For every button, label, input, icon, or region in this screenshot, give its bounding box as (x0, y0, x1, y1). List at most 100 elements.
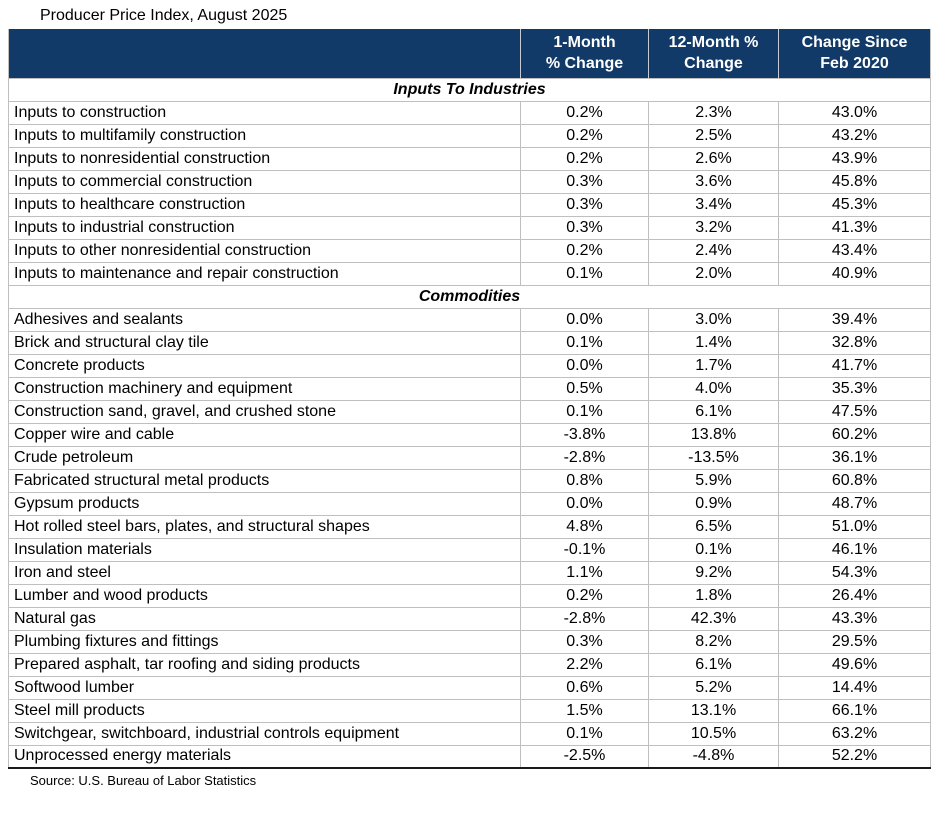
cell-12month: 6.1% (648, 652, 779, 677)
cell-12month: 13.8% (648, 422, 779, 447)
cell-12month: 0.9% (648, 491, 779, 516)
cell-12month: -13.5% (648, 445, 779, 470)
cell-12month: 0.1% (648, 537, 779, 562)
cell-since-feb2020: 60.8% (778, 468, 931, 493)
cell-since-feb2020: 47.5% (778, 399, 931, 424)
cell-12month: 4.0% (648, 376, 779, 401)
cell-12month: 6.1% (648, 399, 779, 424)
table-row: Inputs to other nonresidential construct… (8, 238, 931, 263)
cell-1month: 0.2% (520, 100, 649, 125)
cell-12month: 8.2% (648, 629, 779, 654)
cell-since-feb2020: 32.8% (778, 330, 931, 355)
table-row: Crude petroleum -2.8% -13.5% 36.1% (8, 445, 931, 470)
cell-since-feb2020: 45.8% (778, 169, 931, 194)
row-label: Crude petroleum (8, 445, 521, 470)
row-label: Softwood lumber (8, 675, 521, 700)
cell-since-feb2020: 51.0% (778, 514, 931, 539)
table-row: Concrete products 0.0% 1.7% 41.7% (8, 353, 931, 378)
cell-12month: 3.2% (648, 215, 779, 240)
cell-12month: 3.4% (648, 192, 779, 217)
row-label: Prepared asphalt, tar roofing and siding… (8, 652, 521, 677)
cell-12month: 6.5% (648, 514, 779, 539)
table-row: Steel mill products 1.5% 13.1% 66.1% (8, 698, 931, 723)
cell-1month: 0.3% (520, 192, 649, 217)
cell-1month: 0.0% (520, 353, 649, 378)
header-row: 1-Month % Change 12-Month % Change Chang… (8, 29, 931, 79)
cell-12month: 9.2% (648, 560, 779, 585)
cell-since-feb2020: 48.7% (778, 491, 931, 516)
cell-since-feb2020: 60.2% (778, 422, 931, 447)
row-label: Hot rolled steel bars, plates, and struc… (8, 514, 521, 539)
cell-since-feb2020: 63.2% (778, 721, 931, 746)
table-row: Softwood lumber 0.6% 5.2% 14.4% (8, 675, 931, 700)
cell-1month: -2.8% (520, 606, 649, 631)
row-label: Iron and steel (8, 560, 521, 585)
section-header-row: Inputs To Industries (8, 77, 931, 102)
cell-1month: 0.2% (520, 583, 649, 608)
column-header-12month: 12-Month % Change (648, 29, 779, 79)
table-row: Inputs to commercial construction 0.3% 3.6… (8, 169, 931, 194)
cell-since-feb2020: 29.5% (778, 629, 931, 654)
row-label: Copper wire and cable (8, 422, 521, 447)
table-row: Brick and structural clay tile 0.1% 1.4% 32… (8, 330, 931, 355)
cell-12month: 10.5% (648, 721, 779, 746)
cell-since-feb2020: 35.3% (778, 376, 931, 401)
cell-1month: -2.8% (520, 445, 649, 470)
table-row: Prepared asphalt, tar roofing and siding… (8, 652, 931, 677)
cell-12month: 5.9% (648, 468, 779, 493)
row-label: Switchgear, switchboard, industrial cont… (8, 721, 521, 746)
cell-since-feb2020: 43.2% (778, 123, 931, 148)
section-header-row: Commodities (8, 284, 931, 309)
row-label: Concrete products (8, 353, 521, 378)
cell-since-feb2020: 40.9% (778, 261, 931, 286)
cell-1month: 0.6% (520, 675, 649, 700)
cell-1month: 0.3% (520, 629, 649, 654)
row-label: Construction sand, gravel, and crushed s… (8, 399, 521, 424)
cell-since-feb2020: 41.3% (778, 215, 931, 240)
table-row: Insulation materials -0.1% 0.1% 46.1% (8, 537, 931, 562)
cell-12month: 2.6% (648, 146, 779, 171)
table-row: Inputs to healthcare construction 0.3% 3.4… (8, 192, 931, 217)
cell-1month: 0.8% (520, 468, 649, 493)
table-header: 1-Month % Change 12-Month % Change Chang… (8, 29, 931, 79)
table-row: Unprocessed energy materials -2.5% -4.8% 52… (8, 744, 931, 769)
cell-since-feb2020: 46.1% (778, 537, 931, 562)
table-row: Inputs to industrial construction 0.3% 3.2… (8, 215, 931, 240)
row-label: Inputs to healthcare construction (8, 192, 521, 217)
row-label: Construction machinery and equipment (8, 376, 521, 401)
table-row: Copper wire and cable -3.8% 13.8% 60.2% (8, 422, 931, 447)
cell-since-feb2020: 66.1% (778, 698, 931, 723)
cell-since-feb2020: 49.6% (778, 652, 931, 677)
cell-1month: -2.5% (520, 744, 649, 769)
cell-since-feb2020: 26.4% (778, 583, 931, 608)
row-label: Inputs to commercial construction (8, 169, 521, 194)
row-label: Inputs to maintenance and repair constru… (8, 261, 521, 286)
table-row: Hot rolled steel bars, plates, and struc… (8, 514, 931, 539)
row-label: Fabricated structural metal products (8, 468, 521, 493)
cell-1month: 0.2% (520, 238, 649, 263)
row-label: Gypsum products (8, 491, 521, 516)
cell-1month: 0.0% (520, 307, 649, 332)
ppi-table: 1-Month % Change 12-Month % Change Chang… (8, 29, 931, 770)
corner-header-cell (8, 29, 521, 79)
cell-1month: 0.1% (520, 721, 649, 746)
cell-1month: -3.8% (520, 422, 649, 447)
cell-1month: 0.5% (520, 376, 649, 401)
row-label: Adhesives and sealants (8, 307, 521, 332)
cell-since-feb2020: 45.3% (778, 192, 931, 217)
table-row: Lumber and wood products 0.2% 1.8% 26.4% (8, 583, 931, 608)
row-label: Inputs to construction (8, 100, 521, 125)
cell-12month: 42.3% (648, 606, 779, 631)
cell-12month: 13.1% (648, 698, 779, 723)
table-row: Natural gas -2.8% 42.3% 43.3% (8, 606, 931, 631)
source-note: Source: U.S. Bureau of Labor Statistics (30, 773, 257, 789)
row-label: Steel mill products (8, 698, 521, 723)
table-row: Fabricated structural metal products 0.8%… (8, 468, 931, 493)
cell-since-feb2020: 39.4% (778, 307, 931, 332)
cell-1month: 0.0% (520, 491, 649, 516)
cell-12month: 2.4% (648, 238, 779, 263)
cell-since-feb2020: 43.0% (778, 100, 931, 125)
table-row: Inputs to construction 0.2% 2.3% 43.0% (8, 100, 931, 125)
table-row: Inputs to nonresidential construction 0.2… (8, 146, 931, 171)
table-row: Gypsum products 0.0% 0.9% 48.7% (8, 491, 931, 516)
